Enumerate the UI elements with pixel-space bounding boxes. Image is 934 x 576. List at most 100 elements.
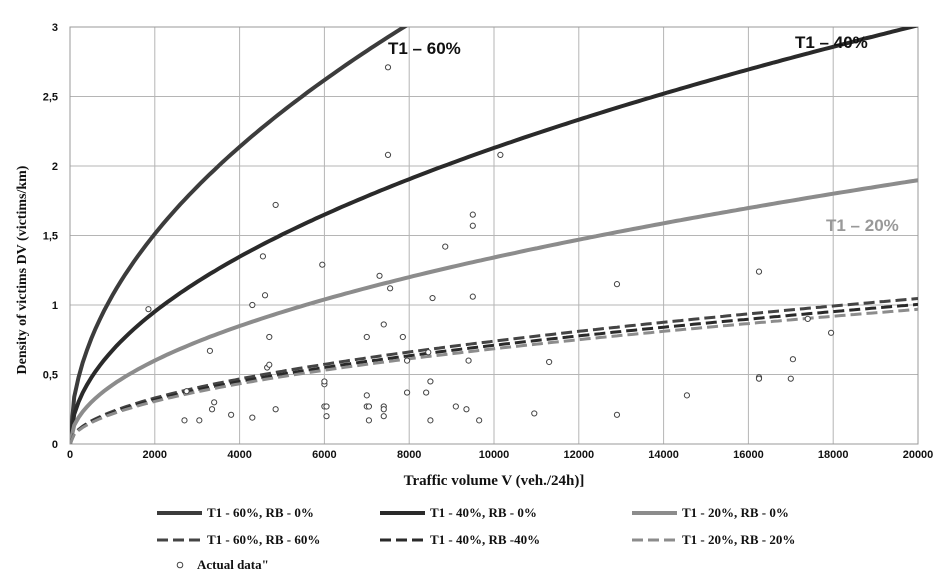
curve-annotations: T1 – 60% T1 – 40% T1 – 20%: [388, 33, 899, 235]
data-point: [363, 392, 370, 399]
data-point: [425, 349, 432, 356]
legend-marker-actual: [176, 561, 184, 569]
x-tick-label: 0: [67, 449, 73, 461]
data-point: [613, 281, 621, 288]
data-point: [266, 361, 273, 368]
y-tick-label: 0,5: [43, 370, 58, 382]
data-point: [206, 347, 214, 354]
series-line-4: [70, 297, 918, 444]
data-point: [399, 333, 406, 341]
x-tick-label: 8000: [397, 449, 421, 461]
data-point: [387, 285, 394, 292]
data-point: [531, 410, 538, 417]
x-tick-label: 4000: [227, 449, 251, 461]
data-point: [228, 411, 235, 418]
data-point: [319, 261, 326, 268]
data-point: [463, 406, 470, 413]
data-point: [249, 301, 256, 309]
data-point: [272, 406, 279, 413]
data-point: [755, 375, 763, 382]
data-point: [427, 417, 434, 424]
y-tick-label: 2,5: [43, 92, 58, 104]
data-point: [403, 389, 411, 396]
data-point: [183, 388, 190, 395]
data-point: [145, 306, 152, 313]
series-line-2: [70, 27, 918, 444]
legend-label: T1 - 40%, RB -40%: [430, 532, 540, 547]
x-tick-label: 16000: [733, 449, 764, 461]
data-point: [181, 417, 188, 424]
series-line-1: [70, 27, 408, 444]
series-line-6: [70, 307, 918, 444]
y-tick-label: 3: [52, 22, 58, 34]
legend-label: T1 - 20%, RB - 0%: [682, 505, 789, 520]
data-point: [452, 403, 459, 410]
data-point: [423, 389, 430, 396]
data-point: [427, 378, 434, 385]
legend: T1 - 60%, RB - 0% T1 - 40%, RB - 0% T1 - 2…: [157, 505, 795, 572]
data-point: [469, 211, 476, 218]
data-point: [465, 357, 472, 364]
data-point: [365, 403, 373, 410]
x-axis-title: Traffic volume V (veh./24h)]: [404, 473, 585, 489]
data-point: [497, 151, 504, 158]
data-point: [272, 201, 279, 209]
data-point: [755, 268, 763, 275]
legend-label: T1 - 40%, RB - 0%: [430, 505, 537, 520]
data-point: [469, 222, 476, 229]
data-point: [804, 315, 811, 322]
curve-annotation: T1 – 20%: [826, 216, 899, 235]
data-point: [259, 253, 267, 260]
x-tick-label: 18000: [818, 449, 849, 461]
data-point: [323, 413, 330, 420]
data-point: [403, 357, 411, 364]
y-axis-title: Density of victims DV (victims/km): [15, 165, 30, 374]
data-point: [787, 375, 794, 382]
legend-label: T1 - 60%, RB - 60%: [207, 532, 320, 547]
y-tick-labels: 0 0,5 1 1,5 2 2,5 3: [43, 22, 58, 451]
data-point: [476, 417, 483, 424]
data-point: [442, 243, 449, 250]
y-tick-label: 1,5: [43, 231, 58, 243]
data-point: [363, 333, 370, 341]
data-point: [211, 399, 218, 406]
data-point: [683, 392, 691, 399]
data-point: [827, 329, 835, 336]
data-point: [261, 292, 269, 299]
series-line-3: [70, 178, 918, 444]
data-point: [789, 356, 797, 363]
data-point: [266, 333, 273, 341]
legend-label: Actual data": [197, 557, 269, 572]
x-tick-label: 10000: [479, 449, 510, 461]
data-point: [384, 64, 392, 71]
series-curves: [70, 27, 918, 444]
legend-label: T1 - 20%, RB - 20%: [682, 532, 795, 547]
data-point: [321, 378, 328, 385]
y-tick-label: 1: [52, 300, 58, 312]
data-point: [613, 411, 621, 418]
x-tick-label: 12000: [564, 449, 595, 461]
x-tick-label: 6000: [312, 449, 336, 461]
data-point: [208, 406, 216, 413]
curve-annotation: T1 – 60%: [388, 39, 461, 58]
y-tick-label: 2: [52, 161, 58, 173]
data-point: [380, 413, 387, 420]
plot-area-border: [69, 26, 919, 445]
y-tick-label: 0: [52, 439, 58, 451]
data-point: [380, 406, 387, 413]
data-point: [380, 321, 387, 328]
data-point: [196, 417, 203, 424]
legend-label: T1 - 60%, RB - 0%: [207, 505, 314, 520]
x-tick-label: 14000: [648, 449, 679, 461]
data-point: [429, 294, 436, 302]
data-point: [376, 272, 383, 279]
x-tick-label: 20000: [903, 449, 934, 461]
data-point: [469, 293, 476, 300]
data-point: [384, 151, 392, 158]
data-point: [546, 358, 553, 366]
data-point: [249, 414, 256, 421]
series-line-5: [70, 302, 918, 444]
scatter-points: [145, 64, 835, 424]
x-tick-label: 2000: [143, 449, 167, 461]
